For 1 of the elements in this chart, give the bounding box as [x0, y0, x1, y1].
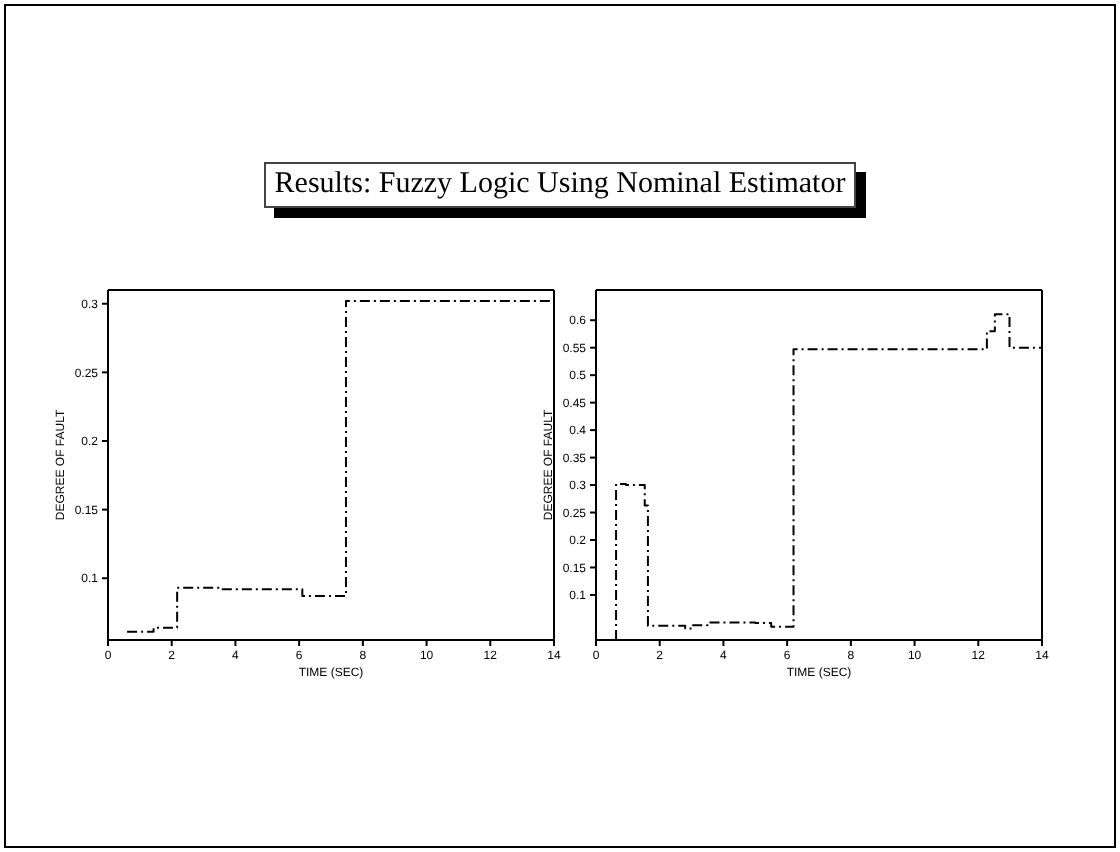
chart-title: Results: Fuzzy Logic Using Nominal Estimator: [264, 162, 856, 208]
